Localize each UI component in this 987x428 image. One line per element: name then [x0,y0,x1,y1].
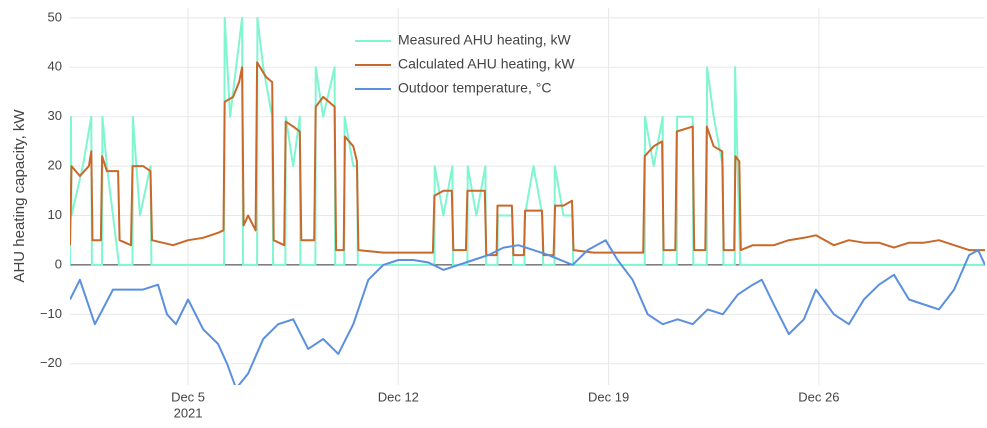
legend-label: Outdoor temperature, °C [398,80,551,96]
y-tick-label: 20 [48,158,62,173]
y-axis-title: AHU heating capacity, kW [11,109,28,283]
x-tick-label: Dec 26 [798,389,839,404]
y-tick-label: −10 [40,306,62,321]
y-tick-label: 0 [55,256,62,271]
y-tick-label: 10 [48,207,62,222]
y-tick-label: 50 [48,9,62,24]
y-tick-label: 30 [48,108,62,123]
legend-label: Measured AHU heating, kW [398,32,572,48]
legend-label: Calculated AHU heating, kW [398,56,575,72]
x-tick-label: Dec 12 [378,389,419,404]
y-tick-label: 40 [48,59,62,74]
plot-area [70,16,985,385]
series-line [70,61,985,257]
series-line [70,239,985,385]
x-tick-label: Dec 19 [588,389,629,404]
x-tick-label: Dec 5 [171,389,205,404]
y-tick-label: −20 [40,355,62,370]
x-year-label: 2021 [174,405,203,420]
